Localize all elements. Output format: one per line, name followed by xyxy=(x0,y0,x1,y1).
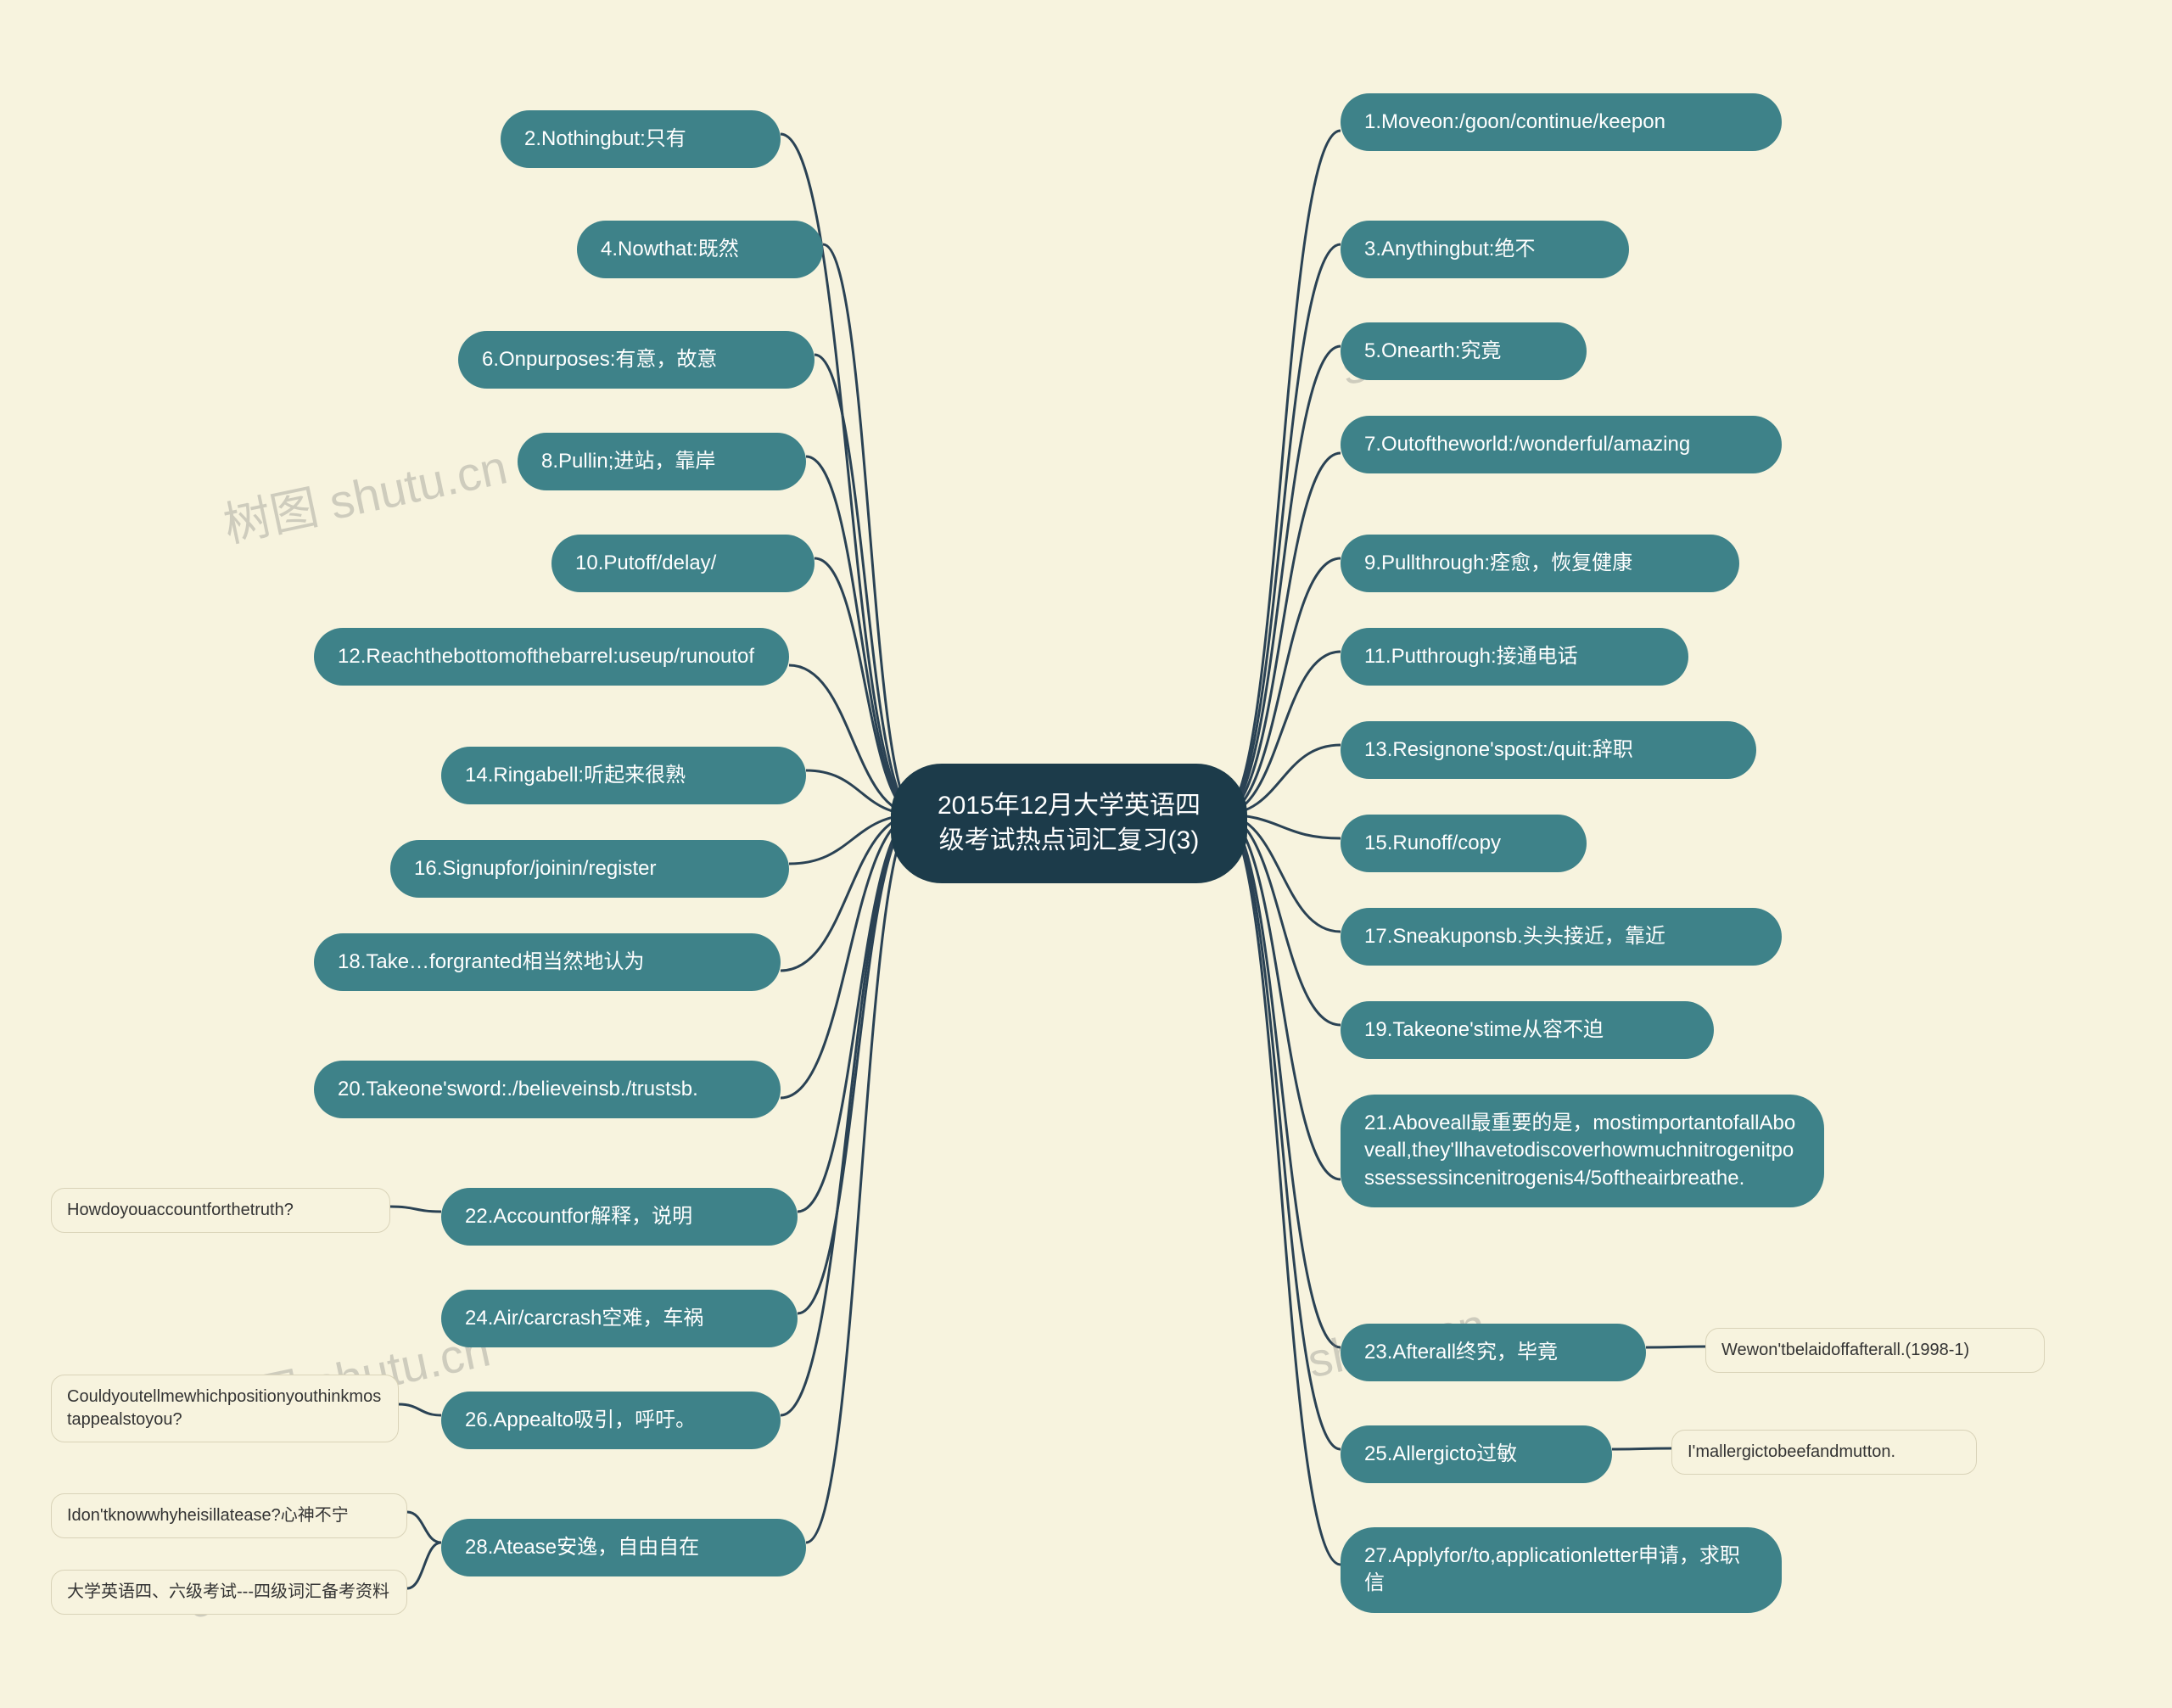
leaf-node: I'mallergictobeefandmutton. xyxy=(1671,1430,1977,1475)
branch-node-6: 6.Onpurposes:有意，故意 xyxy=(458,331,814,389)
watermark: 树图 shutu.cn xyxy=(216,429,512,557)
center-node: 2015年12月大学英语四级考试热点词汇复习(3) xyxy=(891,764,1247,883)
branch-node-28: 28.Atease安逸，自由自在 xyxy=(441,1519,806,1576)
branch-node-2: 2.Nothingbut:只有 xyxy=(501,110,781,168)
branch-node-22: 22.Accountfor解释，说明 xyxy=(441,1188,798,1246)
branch-node-10: 10.Putoff/delay/ xyxy=(551,535,814,592)
leaf-node: Couldyoutellmewhichpositionyouthinkmosta… xyxy=(51,1375,399,1442)
branch-node-4: 4.Nowthat:既然 xyxy=(577,221,823,278)
branch-node-8: 8.Pullin;进站，靠岸 xyxy=(518,433,806,490)
branch-node-23: 23.Afterall终究，毕竟 xyxy=(1341,1324,1646,1381)
branch-node-7: 7.Outoftheworld:/wonderful/amazing xyxy=(1341,416,1782,473)
branch-node-24: 24.Air/carcrash空难，车祸 xyxy=(441,1290,798,1347)
branch-node-11: 11.Putthrough:接通电话 xyxy=(1341,628,1688,686)
leaf-node: Howdoyouaccountforthetruth? xyxy=(51,1188,390,1233)
branch-node-27: 27.Applyfor/to,applicationletter申请，求职信 xyxy=(1341,1527,1782,1613)
branch-node-25: 25.Allergicto过敏 xyxy=(1341,1425,1612,1483)
branch-node-14: 14.Ringabell:听起来很熟 xyxy=(441,747,806,804)
mindmap-canvas: 树图 shutu.cnshutu.cn树图 shutu.cnshutu.cncn… xyxy=(0,0,2172,1708)
leaf-node: 大学英语四、六级考试---四级词汇备考资料 xyxy=(51,1570,407,1615)
branch-node-16: 16.Signupfor/joinin/register xyxy=(390,840,789,898)
leaf-node: Idon'tknowwhyheisillatease?心神不宁 xyxy=(51,1493,407,1538)
branch-node-17: 17.Sneakuponsb.头头接近，靠近 xyxy=(1341,908,1782,966)
branch-node-15: 15.Runoff/copy xyxy=(1341,815,1587,872)
leaf-node: Wewon'tbelaidoffafterall.(1998-1) xyxy=(1705,1328,2045,1373)
branch-node-12: 12.Reachthebottomofthebarrel:useup/runou… xyxy=(314,628,789,686)
branch-node-1: 1.Moveon:/goon/continue/keepon xyxy=(1341,93,1782,151)
branch-node-9: 9.Pullthrough:痊愈，恢复健康 xyxy=(1341,535,1739,592)
branch-node-21: 21.Aboveall最重要的是，mostimportantofallAbove… xyxy=(1341,1095,1824,1207)
branch-node-19: 19.Takeone'stime从容不迫 xyxy=(1341,1001,1714,1059)
branch-node-13: 13.Resignone'spost:/quit:辞职 xyxy=(1341,721,1756,779)
branch-node-18: 18.Take…forgranted相当然地认为 xyxy=(314,933,781,991)
branch-node-3: 3.Anythingbut:绝不 xyxy=(1341,221,1629,278)
branch-node-20: 20.Takeone'sword:./believeinsb./trustsb. xyxy=(314,1061,781,1118)
branch-node-26: 26.Appealto吸引，呼吁。 xyxy=(441,1392,781,1449)
branch-node-5: 5.Onearth:究竟 xyxy=(1341,322,1587,380)
